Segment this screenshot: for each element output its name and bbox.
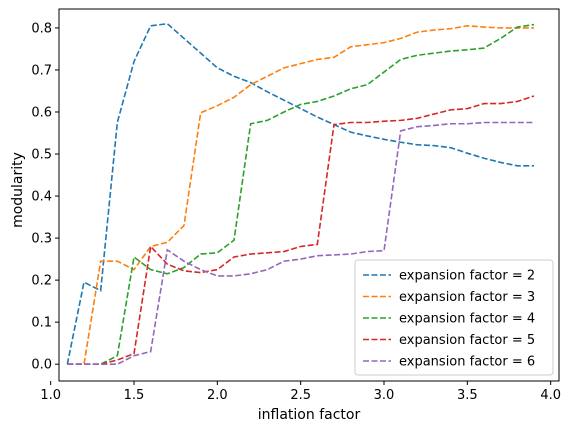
legend: expansion factor = 2 expansion factor = 3… <box>354 259 554 376</box>
legend-label-5: expansion factor = 6 <box>399 355 535 370</box>
y-tick-label: 0.6 <box>31 105 52 120</box>
x-tick-label: 1.0 <box>40 388 61 403</box>
legend-label-4: expansion factor = 5 <box>399 333 535 348</box>
y-tick-label: 0.8 <box>31 21 52 36</box>
y-tick-label: 0.3 <box>31 232 52 247</box>
legend-label-2: expansion factor = 3 <box>399 290 535 305</box>
y-tick-label: 0.0 <box>31 358 52 373</box>
x-tick-label: 2.5 <box>290 388 311 403</box>
legend-label-1: expansion factor = 2 <box>399 269 535 284</box>
y-tick-label: 0.2 <box>31 274 52 289</box>
plot-area <box>58 8 560 382</box>
y-axis: 0.0 0.1 0.2 0.3 0.4 0.5 0.6 0.7 0.8 <box>31 21 59 373</box>
y-tick-label: 0.7 <box>31 63 52 78</box>
x-tick-label: 2.0 <box>207 388 228 403</box>
y-tick-label: 0.4 <box>31 190 52 205</box>
legend-label-3: expansion factor = 4 <box>399 312 535 327</box>
x-tick-label: 3.0 <box>374 388 395 403</box>
x-axis-label: inflation factor <box>258 407 361 423</box>
x-axis: 1.0 1.5 2.0 2.5 3.0 3.5 4.0 <box>40 381 561 403</box>
series-line-1 <box>66 22 534 365</box>
x-tick-label: 1.5 <box>124 388 145 403</box>
x-tick-label: 4.0 <box>540 388 561 403</box>
legend-box <box>354 259 554 376</box>
y-tick-label: 0.5 <box>31 148 52 163</box>
axes-frame <box>58 8 560 382</box>
series-line-4 <box>67 95 535 365</box>
y-axis-label: modularity <box>10 152 26 228</box>
x-tick-label: 3.5 <box>457 388 478 403</box>
series-line-5 <box>67 121 534 365</box>
y-tick-label: 0.1 <box>31 316 52 331</box>
series-line-2 <box>67 25 534 365</box>
series-line-3 <box>67 23 535 365</box>
